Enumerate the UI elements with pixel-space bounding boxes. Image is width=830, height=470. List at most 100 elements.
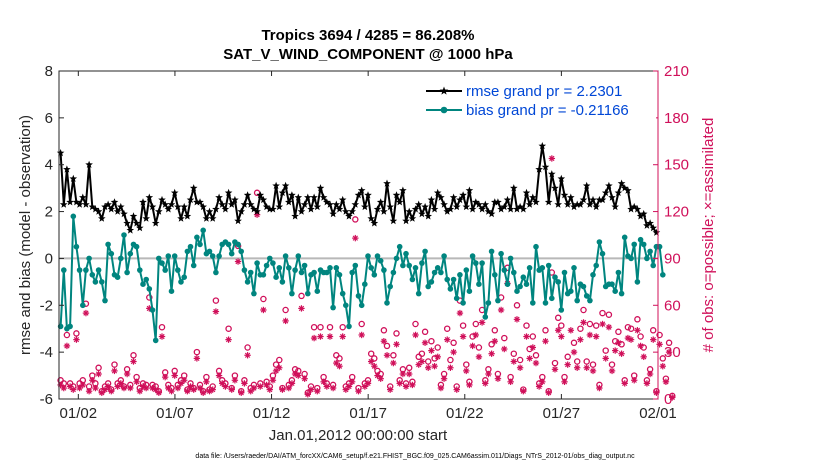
rmse-point [272,181,280,189]
obs-possible-point [434,344,441,351]
rmse-point [189,184,198,192]
obs-assimilated-point [215,372,223,379]
bias-point [511,269,517,276]
obs-possible-point [443,325,451,332]
bias-point [133,243,140,250]
obs-assimilated-point [285,384,292,392]
obs-possible-point [95,364,102,372]
rmse-point [392,191,401,199]
obs-assimilated-point [326,333,334,340]
obs-assimilated-point [307,386,315,393]
bias-point [501,267,508,273]
obs-possible-point [463,361,470,368]
bias-point [99,279,105,285]
bias-point [178,279,184,285]
obs-assimilated-point [383,352,391,359]
obs-possible-point [415,353,422,361]
rmse-point [186,195,195,204]
obs-assimilated-point [431,363,438,370]
bias-point [368,265,375,271]
rmse-point [491,198,499,206]
rmse-point [497,205,505,213]
rmse-point [617,179,626,187]
rmse-point [535,165,543,173]
obs-assimilated-point [174,384,182,392]
obs-assimilated-point [111,367,118,375]
rmse-point [468,205,477,213]
bias-point [609,281,615,288]
rmse-point [161,200,169,208]
rmse-point [250,205,258,213]
obs-assimilated-point [89,377,96,384]
obs-assimilated-point [599,320,606,328]
bias-point [593,262,599,269]
obs-assimilated-point [396,380,403,387]
rmse-point [342,207,350,215]
rmse-point [567,193,575,201]
bias-point [580,283,587,290]
rmse-point [408,214,417,222]
obs-assimilated-point [447,364,454,371]
obs-assimilated-point [95,370,102,378]
obs-possible-point [193,348,201,356]
obs-possible-point [244,344,251,351]
bias-point [482,314,489,320]
bias-point [504,281,511,288]
obs-assimilated-point [440,375,448,382]
obs-assimilated-point [612,347,619,354]
rmse-point [72,198,81,206]
obs-possible-point [624,323,632,331]
x-axis-label: Jan.01,2012 00:00:00 start [269,427,448,444]
obs-assimilated-point [412,331,419,339]
rmse-point [285,198,293,206]
obs-possible-point [282,306,289,314]
rmse-point [361,202,369,211]
bias-point [453,295,460,302]
rmse-point [113,207,122,215]
obs-assimilated-point [158,333,166,340]
bias-point [228,250,235,257]
y-axis-left: -6 -4 -2 0 2 4 6 8 [40,63,64,408]
obs-assimilated-point [92,384,99,392]
rmse-point [227,200,236,208]
rmse-point [389,216,398,225]
obs-assimilated-point [301,375,308,382]
rmse-point [110,198,119,206]
obs-assimilated-point [602,355,609,362]
bias-point [644,255,650,262]
obs-assimilated-point [212,308,220,315]
rmse-point [145,193,154,201]
obs-possible-point [554,314,562,322]
rmse-point [231,195,239,204]
obs-assimilated-point [266,386,273,393]
rmse-point [525,200,534,208]
obs-assimilated-point [643,380,651,387]
obs-assimilated-point [142,384,150,392]
bias-point [254,260,260,266]
bias-point [89,272,96,278]
rmse-point [608,193,616,201]
rmse-point [494,198,502,206]
x-tick-label: 01/02 [60,405,98,422]
obs-assimilated-point [82,309,90,317]
rmse-point [532,198,540,206]
bias-point [393,255,400,262]
legend-rmse-label: rmse grand pr = 2.2301 [466,83,622,100]
obs-assimilated-point [180,377,188,384]
bias-point [137,267,143,273]
obs-assimilated-point [73,336,80,343]
bias-point [431,269,438,276]
bias-point [463,267,470,273]
bias-point [517,283,523,290]
obs-assimilated-point [228,386,235,393]
rmse-point [503,195,512,204]
rmse-point [269,205,277,213]
obs-possible-point [551,359,559,367]
bias-point [67,323,73,330]
obs-assimilated-point [646,370,654,378]
legend-bias-label: bias grand pr = -0.21166 [466,102,629,119]
bias-point [216,253,222,259]
obs-assimilated-point [485,370,492,378]
obs-assimilated-point [532,359,540,367]
rmse-point [142,214,150,222]
